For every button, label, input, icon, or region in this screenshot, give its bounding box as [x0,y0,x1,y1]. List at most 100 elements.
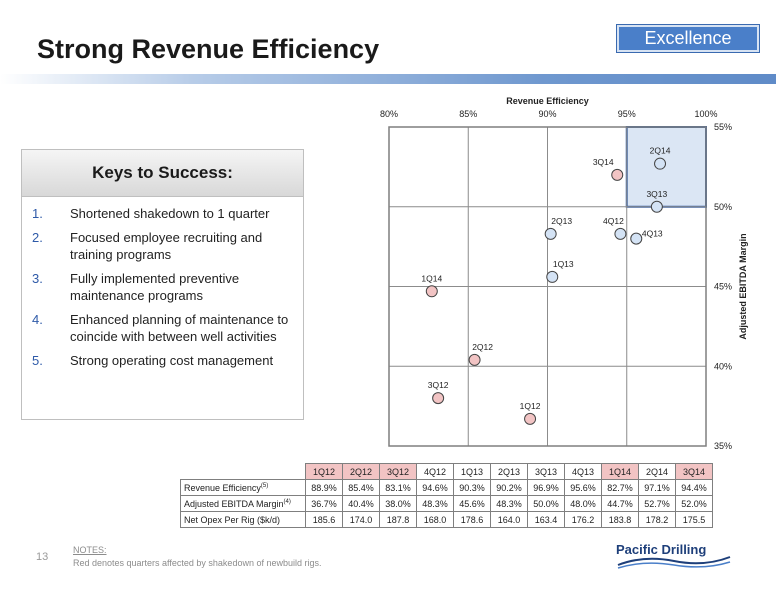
table-cell: 94.4% [675,479,713,496]
table-cell: 90.3% [453,479,491,496]
y-axis-label: Adjusted EBITDA Margin [738,233,748,339]
data-point-3q14 [611,168,624,181]
table-cell: 45.6% [453,495,491,512]
list-text: Enhanced planning of maintenance to coin… [70,312,289,344]
table-cell: 94.6% [416,479,454,496]
quarter-header: 3Q12 [379,463,417,480]
row-label-footnote: (4) [283,498,291,505]
table-cell: 185.6 [305,511,343,528]
keys-list-item: 1. Shortened shakedown to 1 quarter [22,205,303,222]
page-number: 13 [36,551,49,563]
table-cell: 38.0% [379,495,417,512]
quarter-header: 2Q13 [490,463,528,480]
notes-heading: NOTES: [73,545,107,555]
y-tick-label: 50% [714,202,732,212]
keys-list-item: 2. Focused employee recruiting and traini… [22,229,303,263]
notes-text: Red denotes quarters affected by shakedo… [73,558,322,568]
data-point-2q12 [468,353,481,366]
table-cell: 178.2 [638,511,676,528]
list-number: 1. [32,206,43,221]
pacific-drilling-logo: Pacific Drilling [616,542,731,569]
x-tick-label: 90% [538,109,556,119]
point-label: 3Q12 [428,380,449,390]
table-cell: 48.3% [416,495,454,512]
list-number: 3. [32,271,43,286]
data-point-4q13 [630,232,643,245]
quarter-header: 4Q13 [564,463,602,480]
list-text: Fully implemented preventive maintenance… [70,271,240,303]
data-point-1q13 [546,270,559,283]
table-row: Revenue Efficiency(5) 88.9% 85.4% 83.1% 94.6… [180,479,713,496]
logo-text: Pacific Drilling [616,542,706,557]
list-text: Strong operating cost management [70,353,274,368]
quarter-header: 3Q14 [675,463,713,480]
table-cell: 164.0 [490,511,528,528]
keys-list: 1. Shortened shakedown to 1 quarter 2. Foc… [22,197,303,369]
keys-list-item: 4. Enhanced planning of maintenance to co… [22,311,303,345]
table-cell: 96.9% [527,479,565,496]
table-cell: 176.2 [564,511,602,528]
quarterly-data-table: 1Q12 2Q12 3Q12 4Q12 1Q13 2Q13 3Q13 4Q13 1Q14 2Q14… [180,463,713,528]
table-cell: 175.5 [675,511,713,528]
data-point-3q13 [650,200,663,213]
keys-to-success-panel: Keys to Success: 1. Shortened shakedown t… [21,149,304,420]
table-row: Adjusted EBITDA Margin(4) 36.7% 40.4% 38.0%… [180,495,713,512]
quarter-header: 1Q14 [601,463,639,480]
data-point-2q14 [654,157,667,170]
point-label: 3Q13 [646,189,667,199]
point-label: 1Q12 [520,401,541,411]
table-header-row: 1Q12 2Q12 3Q12 4Q12 1Q13 2Q13 3Q13 4Q13 1Q14 2Q14… [180,463,713,480]
row-label-footnote: (5) [260,482,269,489]
revenue-efficiency-scatter-chart: 80% 85% 90% 95% 100% 35% 40% 45% 50% 55% Revenue E… [380,96,748,451]
y-tick-label: 55% [714,122,732,132]
plot-border [388,126,707,447]
table-row: Net Opex Per Rig ($k/d) 185.6 174.0 187.8 16… [180,511,713,528]
data-point-2q13 [544,227,557,240]
data-point-3q12 [432,392,445,405]
quarter-header: 1Q13 [453,463,491,480]
point-label: 2Q14 [650,146,671,156]
row-label: Adjusted EBITDA Margin(4) [180,495,306,512]
table-cell: 36.7% [305,495,343,512]
table-cell: 90.2% [490,479,528,496]
table-cell: 52.7% [638,495,676,512]
y-tick-label: 45% [714,282,732,292]
point-label: 4Q13 [642,229,663,239]
point-label: 2Q12 [472,342,493,352]
table-cell: 97.1% [638,479,676,496]
table-cell: 44.7% [601,495,639,512]
x-tick-label: 85% [459,109,477,119]
point-label: 3Q14 [593,157,614,167]
x-tick-label: 95% [618,109,636,119]
list-text: Focused employee recruiting and training… [70,230,263,262]
x-tick-label: 80% [380,109,398,119]
data-point-1q12 [524,412,537,425]
list-number: 2. [32,230,43,245]
table-cell: 174.0 [342,511,380,528]
table-cell: 168.0 [416,511,454,528]
table-cell: 85.4% [342,479,380,496]
row-label: Net Opex Per Rig ($k/d) [180,511,306,528]
list-number: 4. [32,312,43,327]
table-cell: 50.0% [527,495,565,512]
table-cell: 95.6% [564,479,602,496]
quarter-header: 2Q12 [342,463,380,480]
point-label: 1Q13 [553,259,574,269]
keys-list-item: 3. Fully implemented preventive maintenan… [22,270,303,304]
point-label: 1Q14 [421,273,442,283]
quarter-header: 4Q12 [416,463,454,480]
page-title: Strong Revenue Efficiency [37,34,380,64]
x-tick-label: 100% [694,109,717,119]
header-divider-bar [0,74,776,84]
table-cell: 88.9% [305,479,343,496]
table-cell: 183.8 [601,511,639,528]
excellence-badge: Excellence [616,24,760,53]
quarter-header: 1Q12 [305,463,343,480]
point-label: 4Q12 [603,216,624,226]
point-label: 2Q13 [551,216,572,226]
quarter-header: 2Q14 [638,463,676,480]
table-cell: 52.0% [675,495,713,512]
table-cell: 187.8 [379,511,417,528]
x-axis-label: Revenue Efficiency [506,96,589,106]
y-tick-label: 40% [714,361,732,371]
